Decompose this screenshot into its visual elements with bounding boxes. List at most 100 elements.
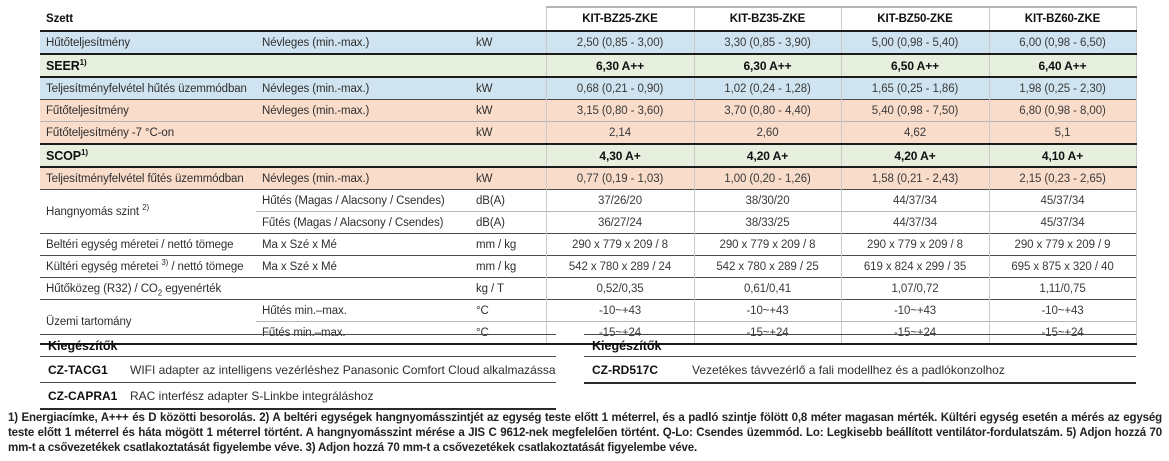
row-label: Teljesítményfelvétel hűtés üzemmódban	[40, 77, 256, 100]
accessory-description: RAC interfész adapter S-Linkbe integrálá…	[122, 382, 556, 410]
value-cell: 4,20 A+	[840, 143, 990, 168]
row-sublabel: Hűtés (Magas / Alacsony / Csendes)	[256, 189, 470, 212]
footnote-ref: 3)	[161, 257, 169, 267]
value-cell: 5,1	[988, 121, 1137, 144]
row-power-input-heating: Teljesítményfelvétel fűtés üzemmódban Né…	[40, 167, 1137, 190]
footnotes-text: 1) Energiacímke, A+++ és D közötti besor…	[8, 412, 1162, 454]
row-sublabel: Ma x Szé x Mé	[256, 255, 470, 278]
footnote-ref: 1)	[79, 57, 87, 67]
model-header-kit-bz50: KIT-BZ50-ZKE	[840, 6, 990, 32]
row-sound-pressure-cooling: Hangnyomás szint 2) Hűtés (Magas / Alacs…	[40, 189, 1137, 234]
value-cell: 4,20 A+	[693, 143, 842, 168]
row-label: Hangnyomás szint 2)	[40, 189, 256, 234]
unit-cell: dB(A)	[470, 189, 547, 212]
value-cell: -10~+43	[840, 299, 990, 322]
footnote-ref: 2)	[142, 202, 150, 212]
unit-cell: °C	[470, 299, 547, 322]
value-cell: 2,14	[545, 121, 695, 144]
row-sublabel: Fűtés (Magas / Alacsony / Csendes)	[256, 211, 470, 234]
value-cell: 6,30 A++	[545, 53, 695, 78]
accessories-table-left: Kiegészítők CZ-TACG1 WIFI adapter az int…	[40, 334, 556, 410]
value-cell: -10~+43	[693, 299, 842, 322]
spec-header-row: Szett KIT-BZ25-ZKE KIT-BZ35-ZKE KIT-BZ50…	[40, 6, 1137, 32]
row-label: Hűtőteljesítmény	[40, 31, 256, 54]
value-cell: 290 x 779 x 209 / 8	[840, 233, 990, 256]
value-cell: 38/30/20	[693, 189, 842, 212]
accessory-code: CZ-CAPRA1	[40, 382, 122, 410]
unit-cell: kW	[470, 31, 547, 54]
row-label: Hűtőközeg (R32) / CO2 egyenérték	[40, 277, 470, 300]
row-operating-range-cooling: Üzemi tartomány Hűtés min.–max. °C -10~+…	[40, 299, 1137, 344]
model-header-kit-bz25: KIT-BZ25-ZKE	[545, 6, 695, 32]
value-cell: 4,10 A+	[988, 143, 1137, 168]
row-sublabel: Névleges (min.-max.)	[256, 99, 470, 122]
unit-cell: kW	[470, 121, 547, 144]
unit-cell: kW	[470, 99, 547, 122]
value-cell: 37/26/20	[545, 189, 695, 212]
row-sublabel: Hűtés min.–max.	[256, 299, 470, 322]
value-cell: 1,07/0,72	[840, 277, 990, 300]
unit-cell: kW	[470, 77, 547, 100]
value-cell: 290 x 779 x 209 / 8	[545, 233, 695, 256]
row-seer: SEER1) 6,30 A++ 6,30 A++ 6,50 A++ 6,40 A…	[40, 53, 1137, 78]
value-cell: 4,30 A+	[545, 143, 695, 168]
row-cooling-capacity: Hűtőteljesítmény Névleges (min.-max.) kW…	[40, 31, 1137, 54]
value-cell: 6,50 A++	[840, 53, 990, 78]
value-cell: -10~+43	[545, 299, 695, 322]
accessory-row-cz-tacg1: CZ-TACG1 WIFI adapter az intelligens vez…	[40, 356, 556, 383]
row-label: Kültéri egység méretei 3) / nettó tömege	[40, 255, 256, 278]
value-cell: 45/37/34	[988, 211, 1137, 234]
unit-cell: mm / kg	[470, 255, 547, 278]
value-cell: 1,65 (0,25 - 1,86)	[840, 77, 990, 100]
value-cell: 3,70 (0,80 - 4,40)	[693, 99, 842, 122]
accessories-title: Kiegészítők	[584, 334, 1136, 357]
row-outdoor-dimensions: Kültéri egység méretei 3) / nettó tömege…	[40, 255, 1137, 278]
accessories-table-right: Kiegészítők CZ-RD517C Vezetékes távvezér…	[584, 334, 1136, 384]
corner-label: Szett	[40, 7, 547, 32]
row-scop: SCOP1) 4,30 A+ 4,20 A+ 4,20 A+ 4,10 A+	[40, 143, 1137, 168]
spec-table: Szett KIT-BZ25-ZKE KIT-BZ35-ZKE KIT-BZ50…	[40, 6, 1137, 345]
value-cell: 6,00 (0,98 - 6,50)	[988, 31, 1137, 54]
value-cell: 2,50 (0,85 - 3,00)	[545, 31, 695, 54]
value-cell: 542 x 780 x 289 / 24	[545, 255, 695, 278]
row-indoor-dimensions: Beltéri egység méretei / nettó tömege Ma…	[40, 233, 1137, 256]
accessory-code: CZ-TACG1	[40, 356, 122, 383]
unit-cell: mm / kg	[470, 233, 547, 256]
row-sublabel: Névleges (min.-max.)	[256, 31, 470, 54]
value-cell: 1,98 (0,25 - 2,30)	[988, 77, 1137, 100]
row-label: SEER1)	[40, 53, 547, 78]
value-cell: 1,02 (0,24 - 1,28)	[693, 77, 842, 100]
row-power-input-cooling: Teljesítményfelvétel hűtés üzemmódban Né…	[40, 77, 1137, 100]
row-label: Fűtőteljesítmény	[40, 99, 256, 122]
value-cell: 619 x 824 x 299 / 35	[840, 255, 990, 278]
accessory-row-cz-capra1: CZ-CAPRA1 RAC interfész adapter S-Linkbe…	[40, 382, 556, 410]
row-label: Beltéri egység méretei / nettó tömege	[40, 233, 256, 256]
value-cell: 3,30 (0,85 - 3,90)	[693, 31, 842, 54]
unit-cell: kW	[470, 167, 547, 190]
value-cell: 44/37/34	[840, 189, 990, 212]
accessory-code: CZ-RD517C	[584, 356, 684, 384]
value-cell: 0,52/0,35	[545, 277, 695, 300]
value-cell: 45/37/34	[988, 189, 1137, 212]
value-cell: 6,80 (0,98 - 8,00)	[988, 99, 1137, 122]
value-cell: 1,58 (0,21 - 2,43)	[840, 167, 990, 190]
accessories-title: Kiegészítők	[40, 334, 556, 357]
value-cell: 1,11/0,75	[988, 277, 1137, 300]
value-cell: 695 x 875 x 320 / 40	[988, 255, 1137, 278]
value-cell: 290 x 779 x 209 / 9	[988, 233, 1137, 256]
value-cell: 38/33/25	[693, 211, 842, 234]
accessories-header-row: Kiegészítők	[584, 334, 1136, 357]
value-cell: 4,62	[840, 121, 990, 144]
value-cell: 0,77 (0,19 - 1,03)	[545, 167, 695, 190]
model-header-kit-bz35: KIT-BZ35-ZKE	[693, 6, 842, 32]
row-heating-capacity: Fűtőteljesítmény Névleges (min.-max.) kW…	[40, 99, 1137, 122]
value-cell: 0,68 (0,21 - 0,90)	[545, 77, 695, 100]
accessory-description: WIFI adapter az intelligens vezérléshez …	[122, 356, 556, 383]
accessory-row-cz-rd517c: CZ-RD517C Vezetékes távvezérlő a fali mo…	[584, 356, 1136, 384]
footnote-ref: 1)	[81, 147, 88, 157]
row-heating-capacity-minus7: Fűtőteljesítmény -7 °C-on kW 2,14 2,60 4…	[40, 121, 1137, 144]
value-cell: 1,00 (0,20 - 1,26)	[693, 167, 842, 190]
value-cell: 36/27/24	[545, 211, 695, 234]
row-sublabel: Névleges (min.-max.)	[256, 77, 470, 100]
